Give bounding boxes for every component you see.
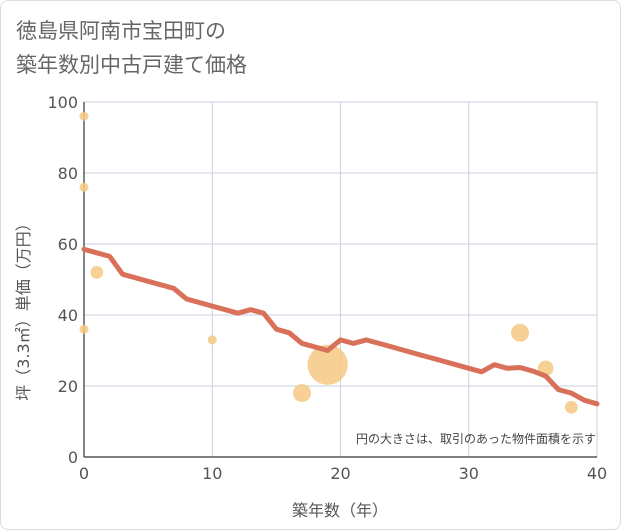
x-axis-label: 築年数（年） [291, 501, 389, 520]
data-point [307, 344, 348, 385]
size-note: 円の大きさは、取引のあった物件面積を示す [356, 431, 596, 446]
chart-title: 徳島県阿南市宝田町の 築年数別中古戸建て価格 [16, 14, 247, 82]
y-tick-label: 80 [58, 164, 78, 183]
y-axis-label: 坪（3.3㎡）単価（万円） [14, 215, 33, 401]
data-point [90, 266, 104, 279]
trend-line [81, 246, 600, 407]
data-point [79, 182, 89, 192]
x-tick-label: 30 [459, 464, 479, 483]
y-tick-label: 40 [58, 306, 78, 325]
x-tick-label: 0 [79, 464, 89, 483]
x-tick-label: 10 [202, 464, 222, 483]
y-tick-label: 100 [47, 93, 78, 112]
chart-title-line-2: 築年数別中古戸建て価格 [16, 53, 247, 77]
y-tick-label: 0 [68, 448, 78, 467]
x-tick-label: 40 [587, 464, 607, 483]
data-point [79, 324, 89, 334]
data-point [511, 323, 530, 342]
y-tick-label: 60 [58, 235, 78, 254]
data-point [293, 384, 312, 403]
chart-title-line-1: 徳島県阿南市宝田町の [16, 19, 226, 43]
x-tick-label: 20 [330, 464, 350, 483]
y-tick-label: 20 [58, 377, 78, 396]
data-point [79, 111, 89, 121]
data-point [207, 335, 217, 345]
data-point [564, 400, 578, 414]
